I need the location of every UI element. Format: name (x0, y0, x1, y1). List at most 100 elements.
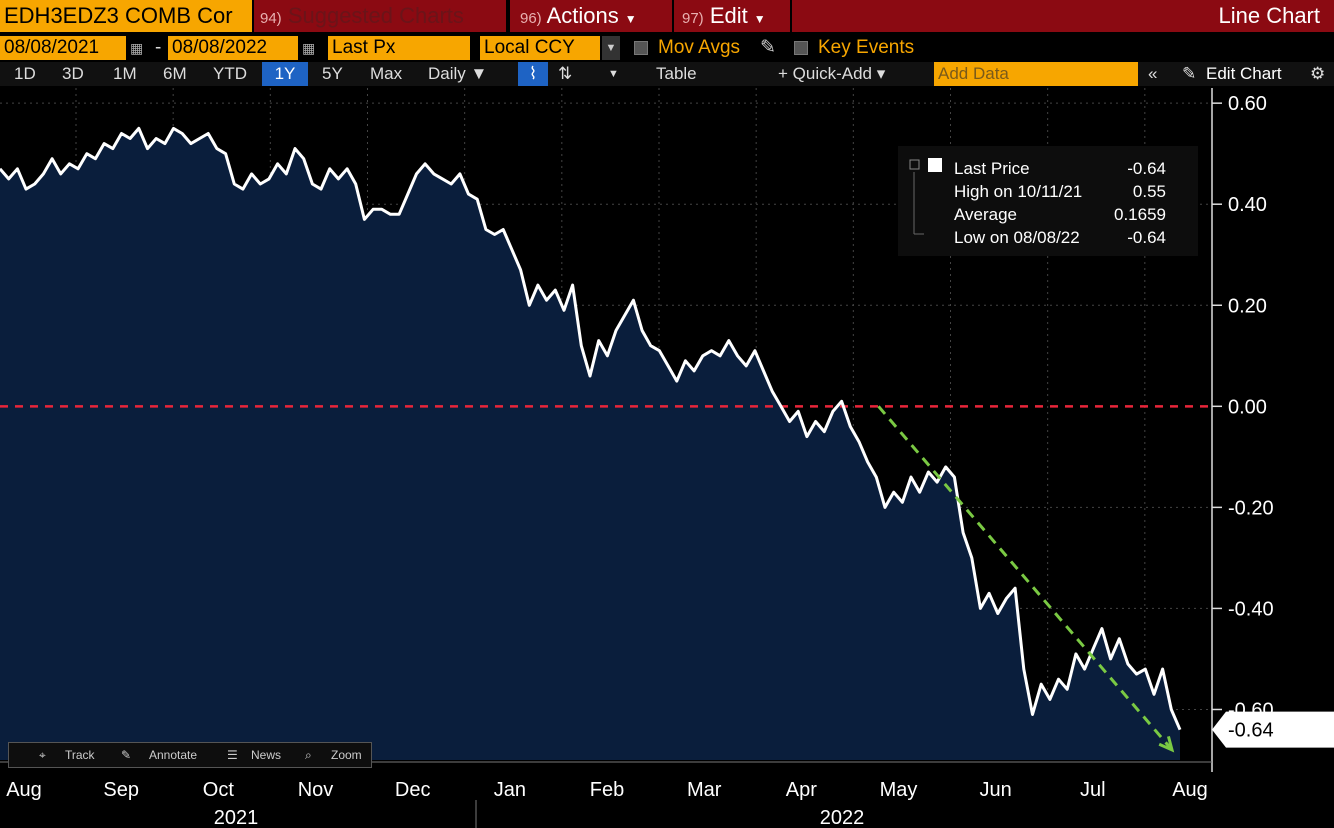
collapse-icon (909, 159, 920, 170)
candlestick-icon[interactable]: ⇅ (558, 64, 573, 83)
news-button[interactable]: News (251, 748, 282, 762)
x-tick-label: Mar (687, 779, 722, 801)
chevron-down-icon: ▼ (624, 12, 637, 26)
legend-value: -0.64 (1127, 228, 1166, 247)
legend-label: Average (954, 205, 1017, 224)
title-bar-fill (792, 0, 1334, 32)
actions-label: Actions (546, 3, 619, 28)
legend: Last Price -0.64 High on 10/11/21 0.55 Avera… (898, 146, 1198, 256)
period-ytd[interactable]: YTD (213, 64, 247, 83)
ticker-field[interactable]: EDH3EDZ3 COMB Cor (0, 0, 252, 32)
calendar-icon[interactable]: ▦ (302, 40, 316, 56)
x-axis: Aug Sep Oct Nov Dec Jan Feb Mar Apr May Jun Jul Aug 2… (0, 761, 1212, 828)
x-tick-label: Jan (494, 779, 526, 801)
quick-add-button[interactable]: + Quick-Add ▾ (778, 64, 886, 83)
suggested-charts-button[interactable]: 94) Suggested Charts (254, 0, 506, 32)
y-tick-label: -0.20 (1228, 497, 1274, 519)
add-data-input[interactable]: Add Data (934, 62, 1138, 86)
period-5y[interactable]: 5Y (322, 64, 343, 83)
date-separator: - (155, 37, 162, 58)
gear-icon[interactable]: ⚙ (1310, 64, 1326, 83)
legend-label: High on 10/11/21 (954, 182, 1082, 201)
trend-arrow-head (1158, 735, 1175, 753)
suggested-charts-number: 94) (260, 10, 282, 27)
start-date-input[interactable]: 08/08/2021 (0, 36, 126, 60)
table-button[interactable]: Table (656, 64, 697, 83)
suggested-charts-label: Suggested Charts (287, 3, 464, 28)
mov-avgs-checkbox[interactable] (634, 36, 648, 60)
line-chart: 0.600.400.200.00-0.20-0.40-0.60 Aug Sep Oc… (0, 88, 1334, 828)
track-button[interactable]: Track (65, 748, 95, 762)
period-1d[interactable]: 1D (14, 64, 36, 83)
x-tick-label: Jun (980, 779, 1012, 801)
y-axis: 0.600.400.200.00-0.20-0.40-0.60 (1211, 88, 1274, 772)
x-tick-label: Jul (1080, 779, 1106, 801)
trend-line (877, 405, 1175, 753)
edit-chart-button[interactable]: Edit Chart (1206, 64, 1282, 83)
year-label: 2021 (214, 807, 259, 828)
calendar-icon[interactable]: ▦ (130, 40, 144, 56)
field-select[interactable]: Last Px (328, 36, 470, 60)
actions-menu[interactable]: 96) Actions ▼ (510, 0, 672, 32)
chart-tools: ⌖ Track ✎ Annotate ☰ News ⌕ Zoom (8, 742, 372, 768)
x-tick-label: Apr (786, 779, 817, 801)
y-tick-label: -0.40 (1228, 598, 1274, 620)
y-tick-label: 0.00 (1228, 396, 1267, 418)
last-value-text: -0.64 (1228, 720, 1274, 742)
legend-label: Low on 08/08/22 (954, 228, 1080, 247)
legend-tree (913, 172, 924, 235)
area-fill (0, 128, 1180, 760)
legend-swatch (928, 158, 942, 172)
pencil-icon: ✎ (1182, 64, 1197, 83)
chevron-down-icon[interactable]: ▼ (608, 68, 619, 80)
pencil-icon[interactable]: ✎ (121, 748, 132, 762)
period-1y[interactable]: 1Y (262, 62, 308, 86)
x-tick-label: Sep (103, 779, 139, 801)
zoom-icon[interactable]: ⌕ (305, 748, 312, 762)
y-tick-label: 0.40 (1228, 194, 1267, 216)
trend-line-segment (877, 405, 1174, 751)
legend-label: Last Price (954, 159, 1030, 178)
y-tick-label: 0.20 (1228, 295, 1267, 317)
key-events-checkbox[interactable] (794, 36, 808, 60)
mov-avgs-label: Mov Avgs (658, 37, 741, 58)
currency-select[interactable]: Local CCY (480, 36, 600, 60)
x-tick-label: Aug (1172, 779, 1208, 801)
chart-type-title: Line Chart (1218, 3, 1320, 28)
annotate-button[interactable]: Annotate (149, 748, 198, 762)
x-tick-label: Feb (590, 779, 624, 801)
zoom-button[interactable]: Zoom (331, 748, 362, 762)
year-label: 2022 (820, 807, 865, 828)
legend-value: 0.55 (1133, 182, 1166, 201)
chevron-down-icon[interactable]: ▼ (602, 36, 620, 60)
actions-number: 96) (520, 10, 542, 27)
last-value-tag: -0.64 (1212, 711, 1334, 748)
x-tick-label: Dec (395, 779, 431, 801)
legend-value: 0.1659 (1114, 205, 1166, 224)
frequency-select[interactable]: Daily ▼ (428, 64, 488, 83)
crosshair-icon[interactable]: ⌖ (39, 748, 46, 762)
edit-menu[interactable]: 97) Edit ▼ (674, 0, 790, 32)
x-tick-label: Nov (298, 779, 334, 801)
end-date-input[interactable]: 08/08/2022 (168, 36, 298, 60)
period-max[interactable]: Max (370, 64, 403, 83)
key-events-label: Key Events (818, 37, 915, 58)
chevron-down-icon: ▼ (753, 12, 766, 26)
x-tick-label: Aug (6, 779, 42, 801)
last-value-badge (1212, 711, 1334, 748)
collapse-icon[interactable]: « (1148, 64, 1158, 83)
edit-number: 97) (682, 10, 704, 27)
pencil-icon[interactable]: ✎ (760, 37, 776, 58)
period-3d[interactable]: 3D (62, 64, 84, 83)
price-line (0, 126, 1182, 731)
edit-label: Edit (709, 3, 748, 28)
x-tick-label: Oct (203, 779, 235, 801)
line-chart-icon[interactable]: ⌇ (518, 62, 548, 86)
period-6m[interactable]: 6M (163, 64, 187, 83)
legend-box (898, 146, 1198, 256)
news-icon[interactable]: ☰ (227, 748, 238, 762)
legend-value: -0.64 (1127, 159, 1166, 178)
period-1m[interactable]: 1M (113, 64, 137, 83)
y-tick-label: 0.60 (1228, 93, 1267, 115)
x-tick-label: May (880, 779, 918, 801)
